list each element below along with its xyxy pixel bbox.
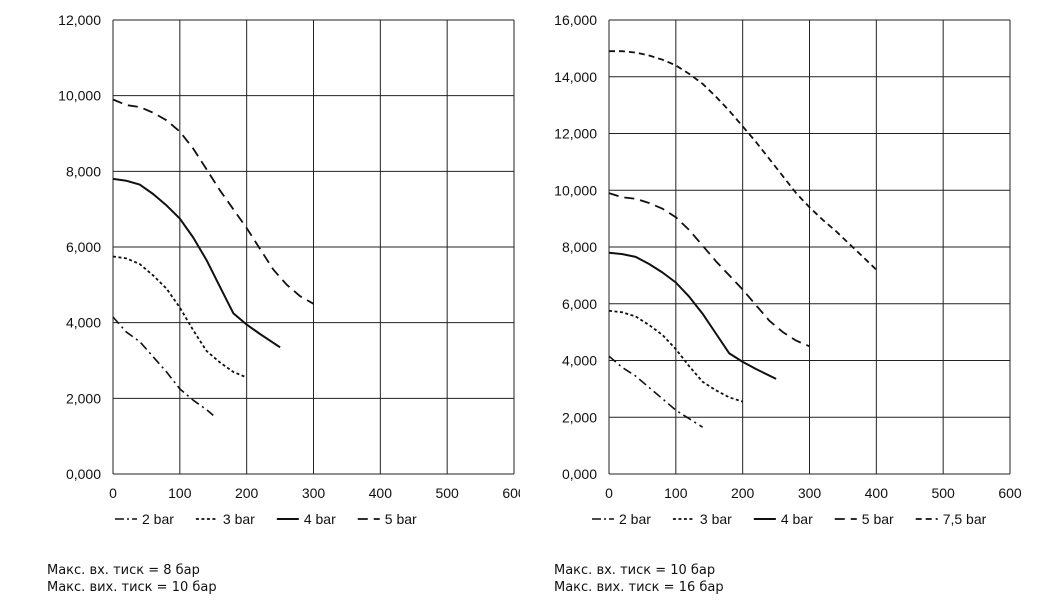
legend-label: 7,5 bar (943, 511, 987, 527)
chart-right: 0 100 200 300 400 500 600 0,000 2,000 4,000 6,000 8… (554, 12, 1022, 527)
pressure-note-right: Макс. вх. тиск = 10 бар Макс. вих. тиск … (554, 562, 724, 596)
series-line-4-bar (112, 177, 281, 349)
y-tick-label: 12,000 (58, 12, 101, 28)
y-tick-label: 4,000 (562, 353, 597, 369)
x-tick-label: 100 (168, 485, 192, 501)
y-tick-label: 4,000 (66, 315, 101, 331)
x-tick-label: 200 (235, 485, 259, 501)
y-tick-label: 0,000 (562, 466, 597, 482)
x-tick-label: 300 (798, 485, 822, 501)
y-tick-label: 6,000 (66, 239, 101, 255)
x-tick-label: 400 (369, 485, 393, 501)
x-tick-label: 100 (664, 485, 688, 501)
series-line-2-bar (608, 355, 704, 428)
x-tick-label: 500 (435, 485, 459, 501)
y-tick-label: 10,000 (58, 88, 101, 104)
x-tick-label: 200 (731, 485, 755, 501)
legend-label: 4 bar (781, 511, 813, 527)
max-inlet-pressure-right: Макс. вх. тиск = 10 бар (554, 563, 716, 578)
y-tick-label: 8,000 (562, 239, 597, 255)
series-line-5-bar (112, 98, 314, 305)
legend-label: 3 bar (223, 511, 255, 527)
y-tick-label: 0,000 (66, 466, 101, 482)
chart-left: 0 100 200 300 400 500 600 0,000 2,000 4,000 6,000 8… (58, 12, 520, 527)
series-line-5-bar (608, 192, 810, 348)
y-tick-label: 16,000 (554, 12, 597, 28)
legend-label: 5 bar (385, 511, 417, 527)
y-tick-label: 8,000 (66, 163, 101, 179)
max-inlet-pressure-left: Макс. вх. тиск = 8 бар (47, 563, 200, 578)
series-line-3-bar (608, 309, 743, 403)
x-tick-label: 500 (931, 485, 955, 501)
pressure-note-left: Макс. вх. тиск = 8 бар Макс. вих. тиск =… (47, 562, 217, 596)
y-tick-label: 6,000 (562, 296, 597, 312)
legend-label: 4 bar (304, 511, 336, 527)
legend-label: 2 bar (619, 511, 651, 527)
legend-label: 5 bar (862, 511, 894, 527)
series-line-7-5-bar (609, 50, 877, 271)
y-tick-label: 14,000 (554, 69, 597, 85)
y-tick-label: 12,000 (554, 126, 597, 142)
series-line-3-bar (112, 255, 248, 379)
series-line-4-bar (608, 251, 777, 380)
x-tick-label: 600 (998, 485, 1022, 501)
max-outlet-pressure-right: Макс. вих. тиск = 16 бар (554, 580, 724, 595)
x-tick-label: 600 (502, 485, 520, 501)
y-tick-label: 10,000 (554, 182, 597, 198)
x-tick-label: 400 (865, 485, 889, 501)
max-outlet-pressure-left: Макс. вих. тиск = 10 бар (47, 580, 217, 595)
x-tick-label: 0 (605, 485, 613, 501)
x-tick-label: 0 (109, 485, 117, 501)
y-tick-label: 2,000 (562, 409, 597, 425)
x-tick-label: 300 (302, 485, 326, 501)
legend-label: 2 bar (142, 511, 174, 527)
series-line-2-bar (112, 316, 214, 417)
y-tick-label: 2,000 (66, 390, 101, 406)
legend-label: 3 bar (700, 511, 732, 527)
